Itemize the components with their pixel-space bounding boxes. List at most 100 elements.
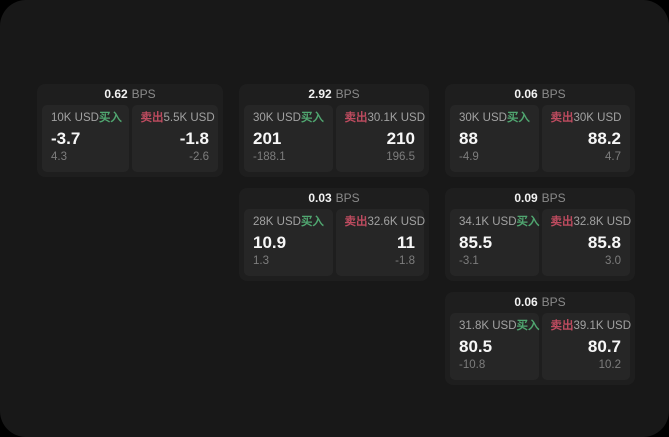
- buy-panel-top: 30K USD 买入: [253, 112, 324, 125]
- buy-secondary-value: -188.1: [253, 151, 286, 163]
- bps-value: 0.03: [308, 191, 332, 205]
- quote-card[interactable]: 0.03 BPS 28K USD 买入 10.9 1.3 卖出 32.6K US…: [239, 188, 429, 281]
- bps-unit-label: BPS: [541, 191, 566, 205]
- buy-amount: 30K USD: [253, 112, 301, 124]
- buy-side-label: 买入: [506, 112, 530, 124]
- quote-card[interactable]: 0.06 BPS 31.8K USD 买入 80.5 -10.8 卖出 39.1…: [445, 292, 635, 385]
- sell-panel-top: 卖出 30K USD: [551, 112, 622, 125]
- buy-panel[interactable]: 28K USD 买入 10.9 1.3: [244, 209, 333, 276]
- buy-secondary-value: 4.3: [51, 151, 67, 163]
- sell-price: 85.8: [587, 233, 621, 252]
- sell-secondary-value: 10.2: [598, 359, 621, 371]
- bps-unit-label: BPS: [541, 295, 566, 309]
- quote-grid: 0.62 BPS 10K USD 买入 -3.7 4.3 卖出 5.5K USD…: [37, 84, 635, 385]
- sell-amount: 32.6K USD: [367, 216, 426, 228]
- sell-amount: 30.1K USD: [367, 112, 426, 124]
- buy-price: 80.5: [459, 337, 493, 356]
- sell-secondary-value: -2.6: [189, 151, 209, 163]
- sell-price: 11: [397, 233, 415, 252]
- buy-panel-top: 28K USD 买入: [253, 216, 324, 229]
- buy-price: 85.5: [459, 233, 493, 252]
- buy-price: 201: [253, 129, 282, 148]
- sell-panel-top: 卖出 30.1K USD: [344, 112, 426, 125]
- buy-panel-top: 31.8K USD 买入: [459, 320, 540, 333]
- quote-card[interactable]: 2.92 BPS 30K USD 买入 201 -188.1 卖出 30.1K …: [239, 84, 429, 177]
- bps-value: 0.09: [514, 191, 538, 205]
- buy-amount: 28K USD: [253, 216, 301, 228]
- bps-header: 0.06 BPS: [445, 292, 635, 313]
- buy-price: -3.7: [51, 129, 81, 148]
- sell-side-label: 卖出: [140, 112, 164, 124]
- sell-side-label: 卖出: [344, 112, 368, 124]
- buy-amount: 31.8K USD: [459, 320, 517, 332]
- buy-panel-top: 10K USD 买入: [51, 112, 122, 125]
- bps-unit-label: BPS: [131, 87, 156, 101]
- buy-side-label: 买入: [516, 216, 540, 228]
- sell-side-label: 卖出: [344, 216, 368, 228]
- bps-unit-label: BPS: [335, 87, 360, 101]
- buy-secondary-value: -4.9: [459, 151, 479, 163]
- buy-side-label: 买入: [98, 112, 122, 124]
- sell-panel-top: 卖出 32.6K USD: [344, 216, 426, 229]
- sell-panel[interactable]: 卖出 32.8K USD 85.8 3.0: [541, 209, 632, 276]
- bps-unit-label: BPS: [335, 191, 360, 205]
- buy-panel-top: 34.1K USD 买入: [459, 216, 540, 229]
- sell-panel[interactable]: 卖出 39.1K USD 80.7 10.2: [541, 313, 632, 380]
- buy-secondary-value: -10.8: [459, 359, 486, 371]
- buy-side-label: 买入: [300, 216, 324, 228]
- sell-amount: 30K USD: [573, 112, 622, 124]
- quote-body: 34.1K USD 买入 85.5 -3.1 卖出 32.8K USD 85.8…: [445, 209, 635, 281]
- buy-side-label: 买入: [516, 320, 540, 332]
- sell-amount: 5.5K USD: [163, 112, 215, 124]
- buy-panel[interactable]: 30K USD 买入 201 -188.1: [244, 105, 333, 172]
- buy-panel[interactable]: 31.8K USD 买入 80.5 -10.8: [450, 313, 540, 380]
- sell-side-label: 卖出: [550, 112, 574, 124]
- sell-panel-top: 卖出 39.1K USD: [550, 320, 632, 333]
- buy-price: 10.9: [253, 233, 287, 252]
- sell-price: 210: [386, 129, 415, 148]
- quote-card[interactable]: 0.06 BPS 30K USD 买入 88 -4.9 卖出 30K USD 8…: [445, 84, 635, 177]
- bps-header: 2.92 BPS: [239, 84, 429, 105]
- sell-price: -1.8: [179, 129, 209, 148]
- buy-side-label: 买入: [300, 112, 324, 124]
- quote-card[interactable]: 0.62 BPS 10K USD 买入 -3.7 4.3 卖出 5.5K USD…: [37, 84, 223, 177]
- bps-value: 0.06: [514, 87, 538, 101]
- buy-secondary-value: -3.1: [459, 255, 479, 267]
- quote-body: 31.8K USD 买入 80.5 -10.8 卖出 39.1K USD 80.…: [445, 313, 635, 385]
- sell-secondary-value: 196.5: [386, 151, 415, 163]
- quote-body: 30K USD 买入 88 -4.9 卖出 30K USD 88.2 4.7: [445, 105, 635, 177]
- sell-panel[interactable]: 卖出 30.1K USD 210 196.5: [335, 105, 426, 172]
- sell-amount: 32.8K USD: [573, 216, 632, 228]
- bps-header: 0.06 BPS: [445, 84, 635, 105]
- buy-panel[interactable]: 34.1K USD 买入 85.5 -3.1: [450, 209, 540, 276]
- buy-amount: 30K USD: [459, 112, 507, 124]
- buy-panel-top: 30K USD 买入: [459, 112, 530, 125]
- sell-secondary-value: 4.7: [605, 151, 621, 163]
- bps-value: 2.92: [308, 87, 332, 101]
- sell-side-label: 卖出: [550, 216, 574, 228]
- sell-price: 88.2: [587, 129, 621, 148]
- quote-card[interactable]: 0.09 BPS 34.1K USD 买入 85.5 -3.1 卖出 32.8K…: [445, 188, 635, 281]
- bps-header: 0.09 BPS: [445, 188, 635, 209]
- bps-unit-label: BPS: [541, 87, 566, 101]
- sell-amount: 39.1K USD: [573, 320, 632, 332]
- buy-amount: 10K USD: [51, 112, 99, 124]
- quote-body: 10K USD 买入 -3.7 4.3 卖出 5.5K USD -1.8 -2.…: [37, 105, 223, 177]
- sell-panel[interactable]: 卖出 5.5K USD -1.8 -2.6: [131, 105, 218, 172]
- buy-panel[interactable]: 10K USD 买入 -3.7 4.3: [42, 105, 129, 172]
- quote-body: 28K USD 买入 10.9 1.3 卖出 32.6K USD 11 -1.8: [239, 209, 429, 281]
- sell-panel[interactable]: 卖出 30K USD 88.2 4.7: [541, 105, 630, 172]
- sell-panel-top: 卖出 5.5K USD: [140, 112, 215, 125]
- quote-body: 30K USD 买入 201 -188.1 卖出 30.1K USD 210 1…: [239, 105, 429, 177]
- buy-panel[interactable]: 30K USD 买入 88 -4.9: [450, 105, 539, 172]
- sell-price: 80.7: [587, 337, 621, 356]
- bps-value: 0.06: [514, 295, 538, 309]
- sell-panel-top: 卖出 32.8K USD: [550, 216, 632, 229]
- sell-secondary-value: -1.8: [395, 255, 415, 267]
- buy-amount: 34.1K USD: [459, 216, 517, 228]
- sell-side-label: 卖出: [550, 320, 574, 332]
- buy-price: 88: [459, 129, 478, 148]
- bps-header: 0.62 BPS: [37, 84, 223, 105]
- sell-secondary-value: 3.0: [605, 255, 621, 267]
- sell-panel[interactable]: 卖出 32.6K USD 11 -1.8: [335, 209, 426, 276]
